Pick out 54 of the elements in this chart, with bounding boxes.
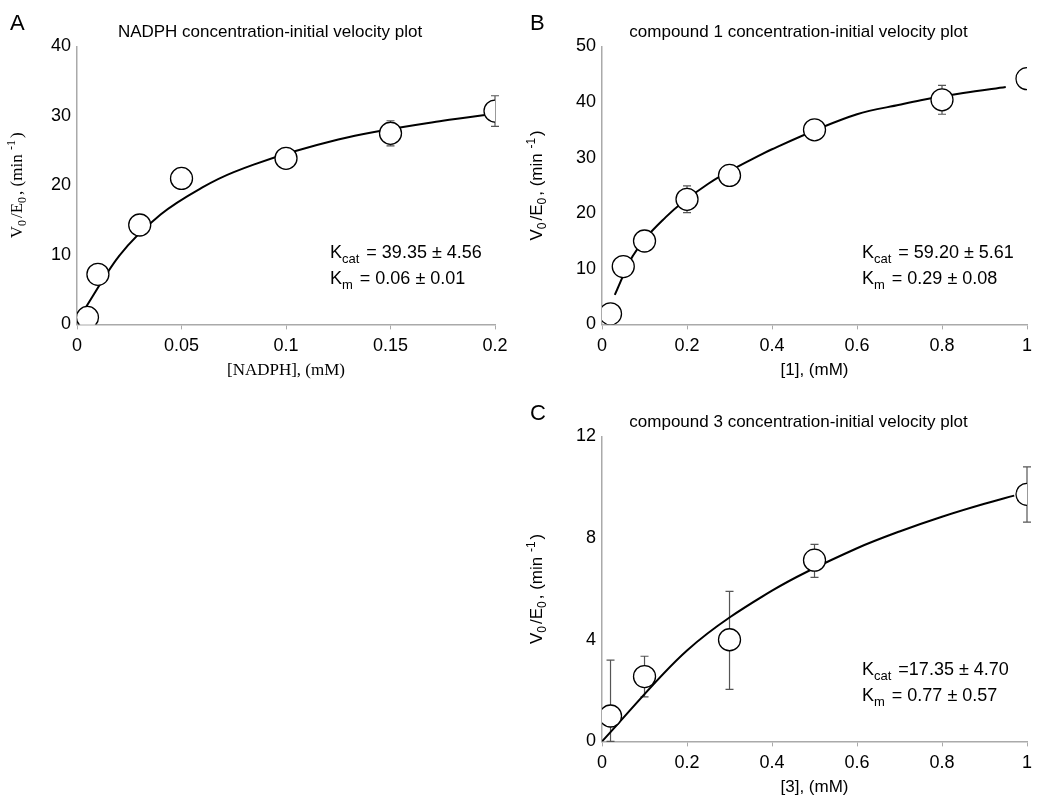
point bbox=[169, 166, 194, 191]
y-tick-label: 4 bbox=[586, 628, 597, 649]
text: A bbox=[10, 10, 25, 35]
y-tick-label: 0 bbox=[61, 313, 72, 334]
x-axis-title: [3], (mM) bbox=[780, 777, 849, 796]
point bbox=[632, 229, 657, 253]
x-tick-label: 0.8 bbox=[929, 335, 955, 356]
chart-title: NADPH concentration-initial velocity plot bbox=[117, 21, 423, 41]
y-tick-label: 30 bbox=[575, 146, 597, 167]
y-tick-label: 0 bbox=[586, 313, 597, 334]
y-tick-label: 10 bbox=[575, 257, 597, 278]
point bbox=[378, 121, 403, 145]
point bbox=[930, 88, 954, 112]
point bbox=[802, 118, 827, 142]
point bbox=[86, 262, 110, 287]
x-tick-label: 0.4 bbox=[759, 752, 785, 773]
point bbox=[274, 146, 298, 170]
point bbox=[717, 628, 742, 652]
y-axis-title: V0/E0, (min -1) bbox=[524, 130, 550, 241]
x-tick-label: 0.15 bbox=[372, 335, 409, 356]
chart-title: compound 1 concentration-initial velocity plot bbox=[629, 21, 968, 41]
y-tick-label: 20 bbox=[50, 174, 72, 195]
y-tick-label: 30 bbox=[50, 104, 72, 125]
y-tick-label: 20 bbox=[575, 202, 597, 223]
chart-title: compound 3 concentration-initial velocity plot bbox=[629, 411, 968, 431]
x-tick-label: 0.2 bbox=[482, 335, 508, 356]
x-axis-title: [NADPH], (mM) bbox=[226, 360, 346, 379]
y-tick-label: 0 bbox=[586, 730, 597, 751]
x-axis-title: [1], (mM) bbox=[780, 360, 849, 379]
y-tick-label: 40 bbox=[575, 90, 597, 111]
y-tick-label: 50 bbox=[575, 35, 597, 56]
x-tick-label: 1 bbox=[1021, 752, 1033, 773]
point bbox=[675, 187, 699, 211]
y-tick-label: 12 bbox=[575, 425, 597, 446]
y-tick-label: 10 bbox=[50, 243, 72, 264]
x-tick-label: 0.8 bbox=[929, 752, 955, 773]
x-tick-label: 0.2 bbox=[674, 335, 700, 356]
y-tick-label: 40 bbox=[50, 35, 72, 56]
x-tick-label: 0.2 bbox=[674, 752, 700, 773]
x-tick-label: 0.1 bbox=[273, 335, 299, 356]
text: C bbox=[530, 400, 546, 425]
x-tick-label: 0.4 bbox=[759, 335, 785, 356]
point bbox=[611, 254, 635, 279]
y-axis-title: V0/E0, (min -1) bbox=[524, 533, 550, 645]
x-tick-label: 1 bbox=[1021, 335, 1033, 356]
point bbox=[128, 213, 152, 237]
y-tick-label: 8 bbox=[586, 527, 597, 548]
point bbox=[802, 548, 827, 572]
x-tick-label: 0.05 bbox=[163, 335, 200, 356]
text: B bbox=[530, 10, 545, 35]
x-tick-label: 0.6 bbox=[844, 752, 870, 773]
point bbox=[717, 163, 742, 188]
point bbox=[632, 664, 657, 689]
x-tick-label: 0.6 bbox=[844, 335, 870, 356]
